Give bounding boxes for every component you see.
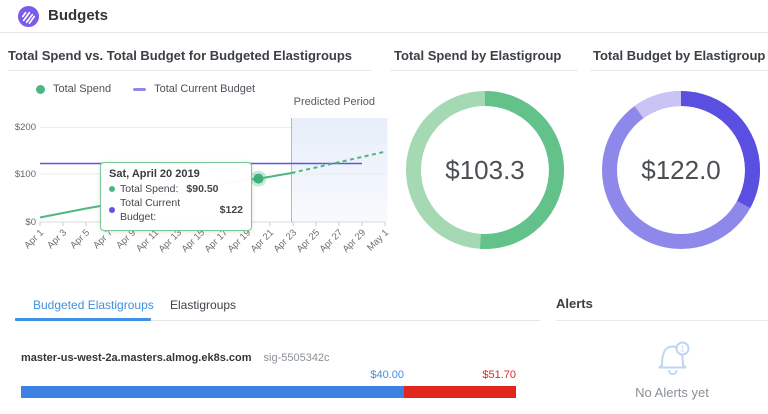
x-tick-label: Apr 17 [203,227,231,255]
budget-legend-label: Total Current Budget [154,83,255,95]
x-tick-label: Apr 3 [45,227,69,251]
tab-budgeted-elastigroups[interactable]: Budgeted Elastigroups [33,298,154,312]
spend-donut-title: Total Spend by Elastigroup [394,48,562,63]
x-tick-label: Apr 25 [295,227,323,255]
x-tick-label: Apr 23 [272,227,300,255]
y-tick-label: $100 [15,169,36,180]
x-tick-label: May 1 [365,227,391,253]
total-spend-value: $103.3 [445,155,525,185]
chart-legend: Total Spend Total Current Budget [36,83,255,95]
tooltip-budget-row: Total Current Budget: $122 [109,196,243,224]
divider [8,70,372,71]
tooltip-date: Sat, April 20 2019 [109,168,200,180]
budget-bullet-icon [109,207,115,213]
active-tab-underline [15,318,151,321]
spend-bar-segment [21,386,404,398]
tooltip-spend-row: Total Spend: $90.50 [109,182,243,196]
spotinst-logo-icon [17,5,40,28]
y-tick-label: $200 [15,122,36,133]
y-tick-label: $0 [25,217,36,228]
predicted-period-region [291,118,388,222]
divider [590,70,768,71]
overage-bar-segment [404,386,516,398]
x-tick-label: Apr 15 [180,227,208,255]
x-tick-label: Apr 1 [22,227,46,251]
x-tick-label: Apr 27 [318,227,346,255]
tabs-divider [15,320,540,321]
total-spend-donut-chart[interactable] [393,88,577,254]
budget-legend-dash-icon [133,87,147,91]
tooltip-budget-value: $122 [219,204,243,216]
elastigroup-spend-label: $40.00 [370,369,404,381]
tab-elastigroups[interactable]: Elastigroups [170,298,237,312]
tooltip-spend-label: Total Spend: [120,183,179,195]
spend-vs-budget-line-chart[interactable]: $200 $100 $0 Apr 1 Apr 3 Apr 5 Apr 7 Apr… [0,110,392,275]
tooltip-spend-value: $90.50 [186,183,219,195]
x-tick-label: Apr 13 [157,227,185,255]
total-budget-value: $122.0 [641,155,721,185]
elastigroup-row[interactable]: master-us-west-2a.masters.almog.ek8s.com… [21,352,330,364]
divider [556,320,768,321]
spend-legend-dot-icon [36,84,45,94]
x-tick-label: Apr 11 [134,227,161,254]
chart-tooltip: Sat, April 20 2019 Total Spend: $90.50 T… [100,162,252,231]
bell-icon: 1 [658,341,690,376]
x-tick-label: Apr 19 [226,227,254,255]
elastigroup-sig: sig-5505342c [263,352,330,364]
total-spend-predicted-line [291,150,387,174]
budget-donut-title: Total Budget by Elastigroup [593,48,766,63]
elastigroup-overage-label: $51.70 [482,369,516,381]
no-alerts-text: No Alerts yet [635,385,709,400]
highlight-point-marker[interactable] [253,173,264,184]
x-tick-label: Apr 21 [249,227,277,255]
spend-vs-budget-title: Total Spend vs. Total Budget for Budgete… [8,48,353,63]
x-tick-label: Apr 29 [341,227,369,255]
spend-bullet-icon [109,186,115,192]
elastigroup-name: master-us-west-2a.masters.almog.ek8s.com [21,352,252,364]
app-header: Budgets [0,0,768,33]
page-title: Budgets [48,7,108,24]
spend-legend-label: Total Spend [53,83,112,95]
bell-badge-count: 1 [680,345,685,354]
predicted-period-label: Predicted Period [293,96,375,108]
elastigroup-budget-bar[interactable] [21,386,516,398]
alerts-title: Alerts [556,296,593,311]
x-tick-label: Apr 5 [68,227,92,251]
divider [390,70,578,71]
tooltip-budget-label: Total Current Budget: [120,197,181,223]
total-budget-donut-chart[interactable] [589,88,768,254]
